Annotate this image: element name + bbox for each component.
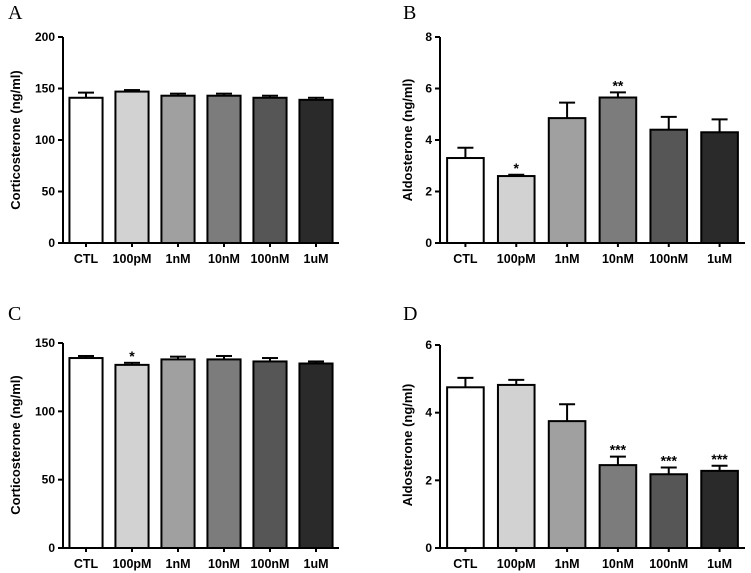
panel-label-d: D (403, 303, 417, 325)
category-label-a-4: 100nM (251, 252, 290, 266)
bar-d-2 (547, 420, 587, 549)
bar-a-3 (206, 94, 242, 244)
y-tick-label-b: 2 (425, 185, 432, 199)
y-tick-label-d: 4 (425, 406, 432, 420)
category-label-a-1: 100pM (113, 252, 152, 266)
category-label-c-0: CTL (74, 557, 99, 571)
bar-c-2 (160, 358, 196, 549)
y-axis-title-b: Aldosterone (ng/ml) (400, 79, 415, 202)
bar-b-2 (547, 117, 587, 244)
bar-d-4 (649, 473, 689, 550)
category-label-c-1: 100pM (113, 557, 152, 571)
panel-c: C Corticosterone (ng/ml) (8, 303, 23, 515)
category-label-c-3: 10nM (208, 557, 240, 571)
bar-a-5 (298, 98, 334, 244)
bar-b-5 (700, 131, 739, 244)
category-label-b-4: 100nM (649, 252, 688, 266)
y-tick-label-a: 100 (35, 133, 55, 147)
bar-c-3 (206, 358, 242, 549)
significance-marker-c-1: * (129, 348, 135, 364)
category-label-d-2: 1nM (555, 557, 580, 571)
panel-label-a: A (8, 2, 23, 24)
category-label-b-2: 1nM (555, 252, 580, 266)
panel-b: B Aldosterone (ng/ml) (400, 2, 416, 201)
panel-label-b: B (403, 2, 416, 24)
bar-c-4 (252, 360, 288, 550)
category-label-c-4: 100nM (251, 557, 290, 571)
bar-b-4 (649, 128, 689, 244)
y-axis-title-c: Corticosterone (ng/ml) (8, 375, 23, 514)
y-tick-label-b: 4 (425, 133, 432, 147)
y-tick-label-d: 2 (425, 473, 432, 487)
category-label-d-4: 100nM (649, 557, 688, 571)
significance-marker-b-1: * (514, 160, 520, 176)
bar-b-0 (446, 157, 485, 244)
bar-d-3 (598, 464, 638, 550)
category-label-d-5: 1uM (707, 557, 732, 571)
panel-a: A Corticosterone (ng/ml) (8, 2, 23, 210)
significance-marker-d-4: *** (661, 452, 678, 468)
category-label-d-3: 10nM (602, 557, 634, 571)
panel-label-c: C (8, 303, 21, 325)
category-label-c-5: 1uM (304, 557, 329, 571)
bar-a-2 (160, 94, 196, 244)
y-tick-label-c: 0 (48, 541, 55, 555)
bar-c-5 (298, 362, 334, 549)
y-tick-label-c: 150 (35, 336, 55, 350)
y-tick-label-b: 0 (425, 236, 432, 250)
category-label-a-0: CTL (74, 252, 99, 266)
y-tick-label-b: 8 (425, 30, 432, 44)
bar-a-0 (68, 96, 104, 244)
category-label-d-0: CTL (453, 557, 478, 571)
category-label-b-1: 100pM (497, 252, 536, 266)
significance-marker-d-3: *** (610, 442, 627, 458)
panel-d: D Aldosterone (ng/ml) (400, 303, 417, 506)
y-tick-label-b: 6 (425, 82, 432, 96)
category-label-a-2: 1nM (166, 252, 191, 266)
bar-b-1 (496, 175, 536, 244)
significance-marker-d-5: *** (711, 451, 728, 467)
significance-marker-b-3: ** (612, 77, 623, 93)
y-tick-label-a: 50 (42, 185, 56, 199)
bar-d-5 (700, 469, 739, 549)
y-tick-label-a: 0 (48, 236, 55, 250)
bar-c-0 (68, 357, 104, 549)
y-tick-label-a: 200 (35, 30, 55, 44)
category-label-b-5: 1uM (707, 252, 732, 266)
category-label-a-5: 1uM (304, 252, 329, 266)
bar-d-1 (496, 383, 536, 549)
category-label-c-2: 1nM (166, 557, 191, 571)
category-label-a-3: 10nM (208, 252, 240, 266)
bar-d-0 (446, 386, 485, 549)
category-label-b-0: CTL (453, 252, 478, 266)
y-tick-label-d: 6 (425, 338, 432, 352)
y-axis-title-d: Aldosterone (ng/ml) (400, 384, 415, 507)
y-tick-label-c: 50 (42, 473, 56, 487)
y-tick-label-c: 100 (35, 404, 55, 418)
bar-b-3 (598, 96, 638, 244)
bar-a-4 (252, 96, 288, 244)
y-axis-title-a: Corticosterone (ng/ml) (8, 70, 23, 209)
bar-c-1 (114, 363, 150, 549)
y-tick-label-a: 150 (35, 82, 55, 96)
category-label-b-3: 10nM (602, 252, 634, 266)
y-tick-label-d: 0 (425, 541, 432, 555)
category-label-d-1: 100pM (497, 557, 536, 571)
bar-a-1 (114, 90, 150, 244)
